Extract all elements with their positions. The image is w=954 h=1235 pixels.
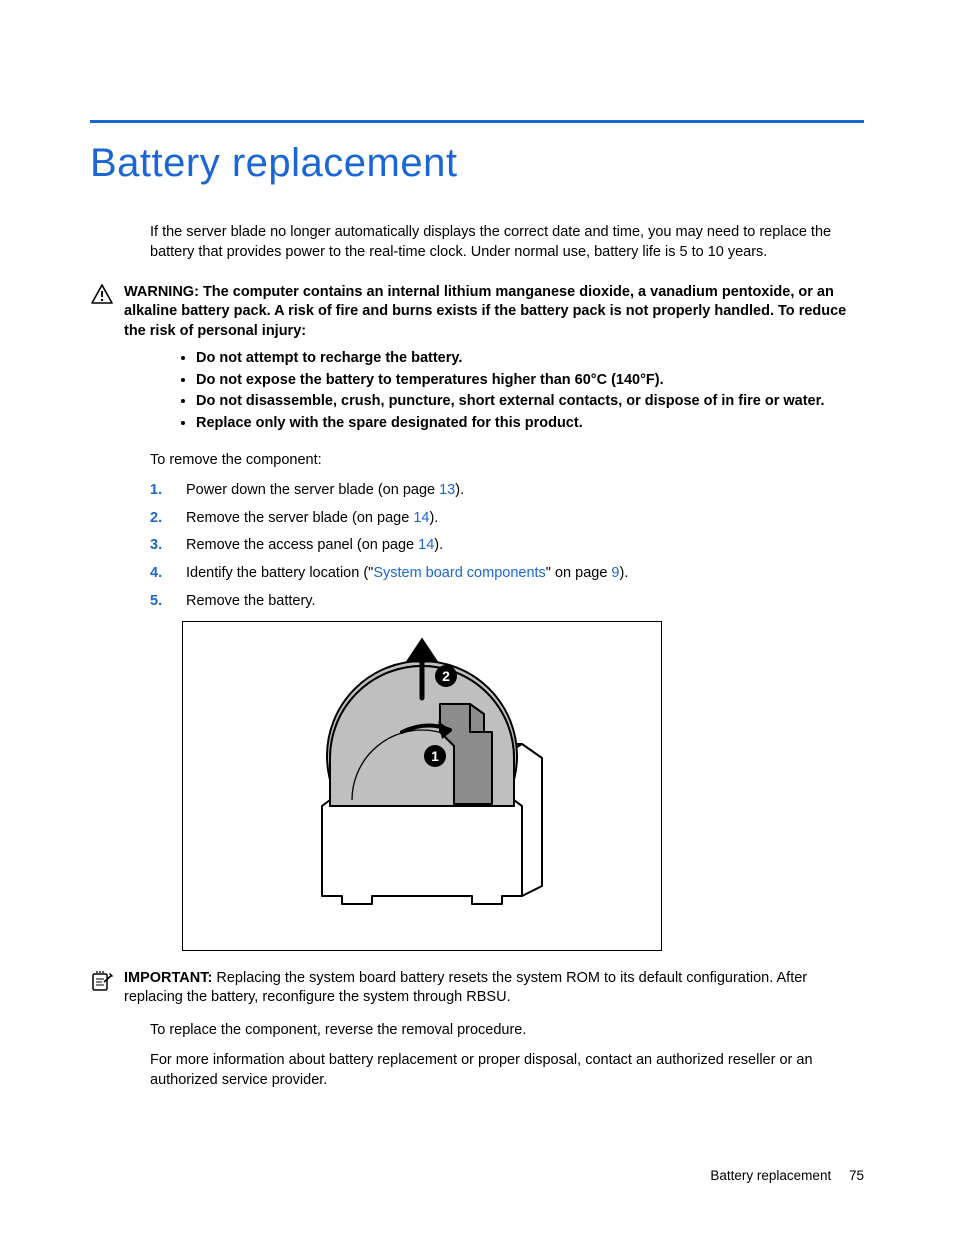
- step-text: Remove the access panel (on page 14).: [186, 535, 864, 557]
- warning-label: WARNING:: [124, 284, 199, 300]
- footer-section: Battery replacement: [710, 1168, 831, 1183]
- section-link[interactable]: System board components: [373, 565, 545, 581]
- page-link[interactable]: 13: [439, 482, 455, 498]
- page-link[interactable]: 9: [611, 565, 619, 581]
- intro-paragraph: If the server blade no longer automatica…: [150, 222, 864, 263]
- step-number: 3.: [150, 535, 168, 557]
- warning-body: WARNING: The computer contains an intern…: [124, 283, 864, 342]
- top-rule: [90, 120, 864, 123]
- closing-paragraph: To replace the component, reverse the re…: [150, 1020, 864, 1040]
- step: 3. Remove the access panel (on page 14).: [150, 535, 864, 557]
- step: 2. Remove the server blade (on page 14).: [150, 508, 864, 530]
- page-title: Battery replacement: [90, 141, 864, 186]
- page: Battery replacement If the server blade …: [0, 0, 954, 1235]
- battery-diagram-svg: 2 1: [202, 636, 642, 936]
- step: 4. Identify the battery location ("Syste…: [150, 563, 864, 585]
- important-text: Replacing the system board battery reset…: [124, 970, 807, 1006]
- page-link[interactable]: 14: [413, 510, 429, 526]
- step-number: 1.: [150, 480, 168, 502]
- page-link[interactable]: 14: [418, 537, 434, 553]
- step: 5. Remove the battery.: [150, 591, 864, 613]
- warning-list: Do not attempt to recharge the battery. …: [196, 349, 854, 433]
- warning-item: Do not expose the battery to temperature…: [196, 371, 854, 391]
- step-text: Remove the server blade (on page 14).: [186, 508, 864, 530]
- callout-1: 1: [424, 745, 446, 767]
- page-footer: Battery replacement 75: [710, 1168, 864, 1183]
- step-number: 5.: [150, 591, 168, 613]
- important-label: IMPORTANT:: [124, 970, 212, 986]
- warning-item: Do not attempt to recharge the battery.: [196, 349, 854, 369]
- steps-list: 1. Power down the server blade (on page …: [150, 480, 864, 613]
- step-text: Remove the battery.: [186, 591, 864, 613]
- important-body: IMPORTANT: Replacing the system board ba…: [124, 969, 864, 1008]
- step: 1. Power down the server blade (on page …: [150, 480, 864, 502]
- warning-item: Replace only with the spare designated f…: [196, 414, 854, 434]
- important-callout: IMPORTANT: Replacing the system board ba…: [90, 969, 864, 1008]
- step-number: 4.: [150, 563, 168, 585]
- callout-2: 2: [435, 665, 457, 687]
- warning-callout: WARNING: The computer contains an intern…: [90, 283, 864, 342]
- warning-text: The computer contains an internal lithiu…: [124, 284, 846, 339]
- warning-icon: [90, 283, 114, 342]
- important-icon: [90, 969, 114, 1008]
- svg-text:2: 2: [442, 668, 450, 684]
- step-number: 2.: [150, 508, 168, 530]
- footer-page-number: 75: [849, 1168, 864, 1183]
- closing-paragraph: For more information about battery repla…: [150, 1050, 864, 1091]
- svg-text:1: 1: [431, 748, 439, 764]
- remove-intro: To remove the component:: [150, 450, 864, 470]
- battery-figure: 2 1: [182, 621, 662, 951]
- step-text: Identify the battery location ("System b…: [186, 563, 864, 585]
- warning-item: Do not disassemble, crush, puncture, sho…: [196, 392, 854, 412]
- step-text: Power down the server blade (on page 13)…: [186, 480, 864, 502]
